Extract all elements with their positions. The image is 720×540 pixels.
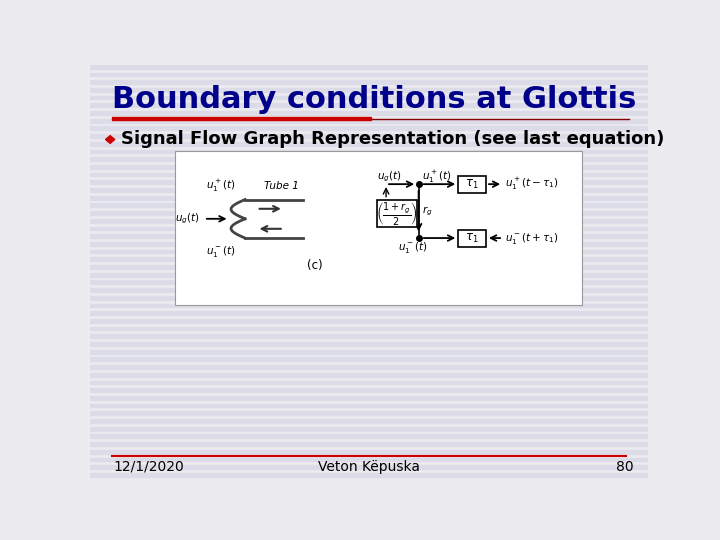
- Bar: [90, 303, 648, 307]
- Bar: [90, 242, 648, 246]
- Text: (c): (c): [307, 259, 323, 272]
- Bar: [90, 173, 648, 177]
- Bar: [90, 195, 648, 200]
- Bar: [90, 365, 648, 369]
- Bar: [90, 126, 648, 130]
- Bar: [90, 357, 648, 361]
- Bar: [90, 473, 648, 477]
- Bar: [90, 165, 648, 169]
- Text: $u_g(t)$: $u_g(t)$: [377, 169, 402, 184]
- Bar: [90, 381, 648, 384]
- Bar: [90, 319, 648, 323]
- Text: $\left(\dfrac{1+r_g}{2}\right)$: $\left(\dfrac{1+r_g}{2}\right)$: [376, 199, 418, 226]
- Bar: [90, 180, 648, 184]
- Text: $u_1^+(t)$: $u_1^+(t)$: [206, 178, 235, 194]
- Bar: [90, 373, 648, 377]
- Bar: [90, 350, 648, 354]
- Text: $u_1^-(t+\tau_1)$: $u_1^-(t+\tau_1)$: [505, 231, 558, 246]
- Bar: [90, 388, 648, 392]
- FancyBboxPatch shape: [377, 200, 417, 226]
- Bar: [90, 311, 648, 315]
- Bar: [90, 442, 648, 446]
- Bar: [90, 119, 648, 123]
- Bar: [90, 403, 648, 408]
- Text: $u_1^+(t)$: $u_1^+(t)$: [423, 168, 452, 185]
- Text: Signal Flow Graph Representation (see last equation): Signal Flow Graph Representation (see la…: [121, 131, 665, 149]
- Bar: [90, 396, 648, 400]
- Bar: [90, 88, 648, 92]
- Bar: [90, 334, 648, 338]
- Bar: [90, 111, 648, 115]
- Bar: [90, 342, 648, 346]
- Bar: [90, 72, 648, 76]
- FancyBboxPatch shape: [458, 230, 486, 247]
- Bar: [90, 188, 648, 192]
- Text: $u_1^+(t-\tau_1)$: $u_1^+(t-\tau_1)$: [505, 176, 558, 192]
- Text: $\tau_1$: $\tau_1$: [465, 178, 479, 191]
- Bar: [90, 427, 648, 430]
- Bar: [90, 465, 648, 469]
- Bar: [90, 204, 648, 207]
- Text: Veton Këpuska: Veton Këpuska: [318, 460, 420, 474]
- Bar: [175, 151, 582, 305]
- Bar: [90, 327, 648, 330]
- Text: $\tau_1$: $\tau_1$: [465, 232, 479, 245]
- Bar: [90, 434, 648, 438]
- Bar: [90, 265, 648, 269]
- Bar: [90, 96, 648, 99]
- Bar: [90, 419, 648, 423]
- FancyBboxPatch shape: [458, 176, 486, 193]
- Bar: [90, 142, 648, 146]
- Bar: [90, 273, 648, 276]
- Text: $u_1^-(t)$: $u_1^-(t)$: [397, 240, 427, 255]
- Text: Boundary conditions at Glottis: Boundary conditions at Glottis: [112, 85, 636, 114]
- Bar: [90, 219, 648, 222]
- Bar: [90, 457, 648, 461]
- Bar: [90, 80, 648, 84]
- Bar: [90, 296, 648, 300]
- Text: Tube 1: Tube 1: [264, 181, 300, 191]
- Bar: [90, 65, 648, 69]
- Bar: [90, 280, 648, 284]
- Bar: [90, 411, 648, 415]
- Bar: [90, 234, 648, 238]
- Bar: [90, 134, 648, 138]
- Polygon shape: [106, 136, 114, 143]
- Bar: [112, 117, 372, 120]
- Bar: [90, 226, 648, 231]
- Text: $u_g(t)$: $u_g(t)$: [175, 212, 200, 226]
- Text: $r_g$: $r_g$: [422, 205, 432, 218]
- Bar: [90, 249, 648, 253]
- Bar: [90, 257, 648, 261]
- Text: $u_1^-(t)$: $u_1^-(t)$: [206, 245, 235, 259]
- Text: 12/1/2020: 12/1/2020: [113, 460, 184, 474]
- Bar: [90, 288, 648, 292]
- Bar: [90, 157, 648, 161]
- Text: 80: 80: [616, 460, 634, 474]
- Bar: [90, 150, 648, 153]
- Bar: [90, 450, 648, 454]
- Bar: [90, 211, 648, 215]
- Bar: [90, 103, 648, 107]
